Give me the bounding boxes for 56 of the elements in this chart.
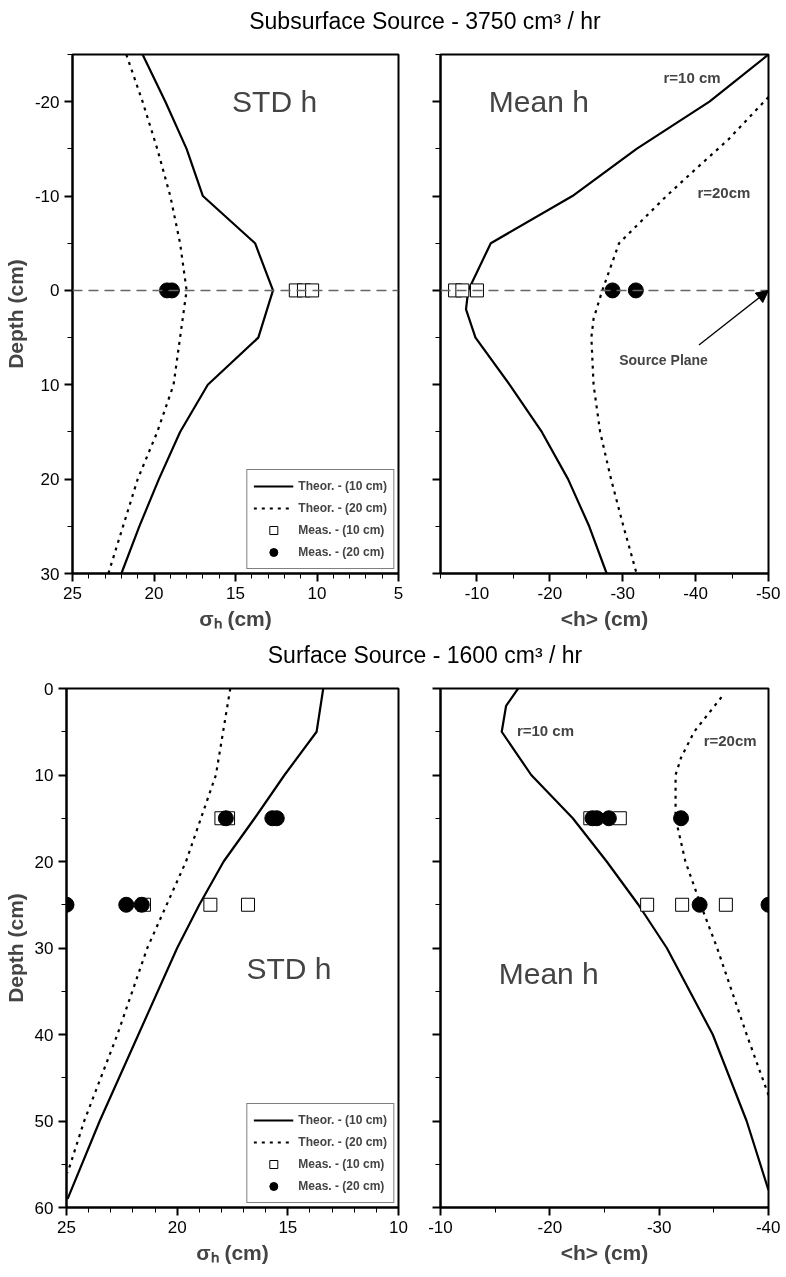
y-tick-label: -10 xyxy=(34,187,60,207)
y-tick-label: 40 xyxy=(34,1025,54,1045)
x-tick-label: -30 xyxy=(610,583,636,603)
legend-label: Theor. - (20 cm) xyxy=(298,501,387,515)
annotation: Mean h xyxy=(498,957,599,991)
legend-label: Meas. - (10 cm) xyxy=(298,523,385,537)
annotation: r=10 cm xyxy=(663,69,721,87)
annotation: Source Plane xyxy=(619,352,709,369)
annotation: r=20cm xyxy=(697,183,751,201)
x-tick-label: 5 xyxy=(393,583,404,603)
legend-label: Theor. - (10 cm) xyxy=(298,479,387,493)
x-tick-label: -50 xyxy=(755,583,781,603)
annotation: r=10 cm xyxy=(516,721,575,739)
x-axis-title: σₕ (cm) xyxy=(199,606,272,630)
annotation: r=20cm xyxy=(703,731,757,749)
legend-label: Meas. - (10 cm) xyxy=(298,1157,385,1171)
x-axis-title: σₕ (cm) xyxy=(196,1240,269,1264)
x-tick-label: 20 xyxy=(167,1217,187,1237)
annotation: STD h xyxy=(232,84,318,118)
y-tick-label: 10 xyxy=(34,766,54,785)
y-axis-title: Depth (cm) xyxy=(3,259,27,369)
x-tick-label: 25 xyxy=(63,583,82,603)
x-tick-label: 10 xyxy=(389,1217,408,1237)
x-tick-label: -20 xyxy=(537,583,563,603)
annotation: Mean h xyxy=(488,84,589,118)
y-tick-label: 60 xyxy=(34,1198,54,1218)
legend-label: Theor. - (10 cm) xyxy=(298,1113,387,1127)
x-tick-label: -40 xyxy=(683,583,708,603)
x-tick-label: -40 xyxy=(755,1217,781,1237)
x-tick-label: 10 xyxy=(307,583,327,603)
x-tick-label: 15 xyxy=(226,583,245,603)
legend-label: Meas. - (20 cm) xyxy=(298,1179,385,1193)
y-tick-label: 20 xyxy=(34,852,54,872)
y-tick-label: 10 xyxy=(40,375,60,395)
y-tick-label: 0 xyxy=(44,679,54,699)
annotation: STD h xyxy=(246,952,332,986)
x-tick-label: -10 xyxy=(464,583,490,603)
y-tick-label: 30 xyxy=(40,564,60,584)
legend-label: Meas. - (20 cm) xyxy=(298,545,385,559)
y-tick-label: -20 xyxy=(34,92,60,112)
x-tick-label: 20 xyxy=(144,583,164,603)
y-tick-label: 20 xyxy=(40,470,60,490)
x-tick-label: -10 xyxy=(428,1217,453,1237)
x-axis-title: <h> (cm) xyxy=(560,1240,649,1264)
x-tick-label: -20 xyxy=(537,1217,563,1237)
legend-label: Theor. - (20 cm) xyxy=(298,1135,387,1149)
chart-title: Subsurface Source - 3750 cm³ / hr xyxy=(249,7,601,36)
y-tick-label: 0 xyxy=(50,281,60,301)
chart-title: Surface Source - 1600 cm³ / hr xyxy=(267,641,583,670)
y-axis-title: Depth (cm) xyxy=(3,893,27,1003)
y-tick-label: 50 xyxy=(34,1112,54,1131)
x-tick-label: -30 xyxy=(646,1217,672,1237)
x-axis-title: <h> (cm) xyxy=(560,606,649,630)
y-tick-label: 30 xyxy=(34,939,54,958)
x-tick-label: 15 xyxy=(278,1217,298,1237)
x-tick-label: 25 xyxy=(57,1217,76,1237)
